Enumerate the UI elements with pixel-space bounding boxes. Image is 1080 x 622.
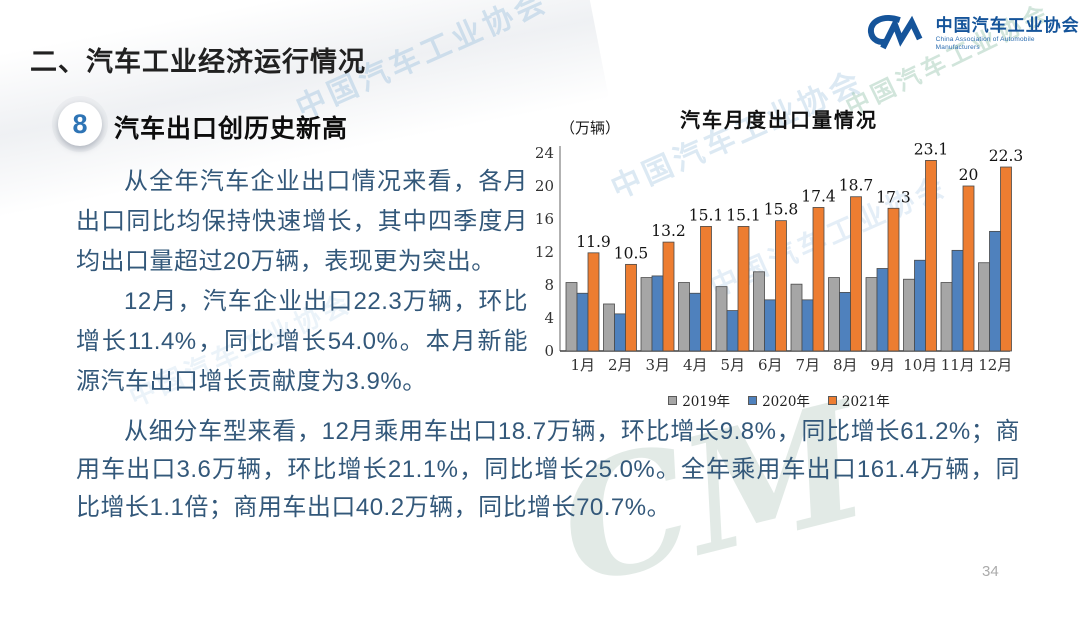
point-title: 汽车出口创历史新高	[114, 115, 349, 143]
x-tick-label: 3月	[645, 356, 670, 374]
logo-org-name-cn: 中国汽车工业协会	[935, 16, 1080, 35]
bar-2019年-9月	[865, 277, 878, 352]
bar-2019年-7月	[790, 283, 803, 352]
point-number: 8	[72, 108, 88, 139]
x-tick-label: 12月	[978, 356, 1012, 374]
bar-2021年-3月	[662, 241, 675, 352]
bar-value-label: 17.3	[876, 188, 911, 206]
point-number-badge: 8	[58, 102, 102, 146]
x-tick-label: 7月	[795, 356, 820, 374]
bar-value-label: 23.1	[914, 140, 949, 158]
legend-item-2020年: 2020年	[748, 390, 810, 410]
paragraph-december-exports: 12月，汽车企业出口22.3万辆，环比增长11.4%，同比增长54.0%。本月新…	[76, 288, 528, 395]
y-tick-label: 4	[544, 309, 554, 327]
y-tick-label: 0	[544, 342, 554, 360]
y-tick-label: 8	[544, 276, 554, 294]
x-tick-label: 2月	[608, 356, 633, 374]
bar-2021年-10月	[925, 160, 937, 352]
bar-2020年-9月	[876, 268, 889, 352]
x-tick-label: 5月	[720, 356, 745, 374]
bar-2020年-10月	[914, 259, 926, 352]
caam-logo: 中国汽车工业协会 China Association of Automobile…	[866, 12, 1080, 56]
bar-2020年-6月	[764, 299, 776, 352]
bar-2020年-5月	[726, 310, 739, 352]
bar-2020年-8月	[839, 292, 851, 352]
bar-2019年-6月	[753, 271, 765, 352]
x-tick-label: 6月	[758, 356, 783, 374]
x-tick-label: 4月	[683, 356, 708, 374]
chart-title: 汽车月度出口量情况	[680, 108, 878, 132]
bar-2021年-12月	[1000, 166, 1012, 352]
page-number: 34	[982, 563, 999, 580]
bar-value-label: 13.2	[651, 222, 686, 240]
monthly-export-chart: 汽车月度出口量情况 （万辆） 0 4 8 12 16 20 24 11.9 10.5 13.2 15…	[536, 100, 1022, 418]
summary-text-block: 从全年汽车企业出口情况来看，各月出口同比均保持快速增长，其中四季度月均出口量超过…	[76, 162, 528, 402]
bar-value-label: 15.8	[764, 201, 799, 219]
bar-2020年-11月	[951, 249, 964, 352]
y-tick-label: 24	[536, 144, 554, 162]
bar-2019年-4月	[678, 282, 690, 352]
x-tick-label: 11月	[941, 356, 975, 374]
bar-2021年-1月	[587, 252, 600, 352]
bar-value-label: 10.5	[614, 244, 649, 262]
bar-2020年-4月	[689, 292, 701, 352]
bar-value-label: 17.4	[801, 187, 836, 205]
bar-2019年-1月	[565, 282, 578, 352]
bar-2019年-2月	[603, 303, 615, 352]
bar-2020年-1月	[576, 292, 589, 352]
bar-2021年-8月	[850, 196, 862, 352]
legend-swatch-icon	[748, 395, 758, 405]
bar-2019年-10月	[903, 278, 915, 352]
logo-text: 中国汽车工业协会 China Association of Automobile…	[936, 16, 1080, 52]
segment-text-block: 从细分车型来看，12月乘用车出口18.7万辆，环比增长9.8%，同比增长61.2…	[76, 413, 1020, 527]
chart-legend: 2019年 2020年 2021年	[536, 390, 1022, 410]
bar-value-label: 18.7	[839, 177, 874, 195]
bar-2021年-5月	[737, 226, 750, 352]
bar-2021年-2月	[625, 263, 637, 352]
bar-2019年-5月	[715, 286, 728, 352]
bar-value-label: 22.3	[989, 147, 1022, 165]
legend-swatch-icon	[827, 395, 837, 405]
bar-2019年-8月	[828, 277, 840, 352]
bar-2019年-11月	[940, 282, 953, 352]
caam-monogram-icon	[867, 15, 923, 50]
bar-value-label: 11.9	[576, 233, 611, 251]
bar-2020年-7月	[801, 299, 814, 352]
bar-value-label: 20	[959, 166, 979, 184]
legend-label: 2021年	[841, 394, 890, 410]
bar-2020年-3月	[651, 275, 664, 352]
x-tick-label: 1月	[570, 356, 595, 374]
y-tick-label: 16	[536, 210, 554, 228]
paragraph-annual-exports: 从全年汽车企业出口情况来看，各月出口同比均保持快速增长，其中四季度月均出口量超过…	[76, 168, 528, 275]
y-tick-label: 12	[536, 243, 554, 261]
bar-value-label: 15.1	[726, 206, 761, 224]
x-tick-label: 10月	[903, 356, 937, 374]
logo-org-name-en: China Association of Automobile Manufact…	[935, 36, 1035, 51]
legend-label: 2019年	[682, 394, 731, 410]
chart-unit-label: （万辆）	[560, 119, 621, 137]
bar-2019年-3月	[640, 277, 653, 352]
legend-item-2019年: 2019年	[668, 390, 730, 410]
bar-2021年-11月	[962, 185, 975, 352]
slide-title: 二、汽车工业经济运行情况	[30, 47, 366, 77]
x-tick-label: 8月	[833, 356, 858, 374]
paragraph-vehicle-segments: 从细分车型来看，12月乘用车出口18.7万辆，环比增长9.8%，同比增长61.2…	[76, 418, 1020, 521]
legend-label: 2020年	[762, 394, 810, 410]
legend-swatch-icon	[668, 395, 678, 405]
bar-2021年-7月	[812, 207, 825, 352]
bar-2020年-12月	[989, 230, 1001, 352]
bar-2021年-9月	[887, 207, 900, 352]
bar-2021年-4月	[700, 226, 712, 352]
x-tick-label: 9月	[870, 356, 895, 374]
legend-item-2021年: 2021年	[827, 390, 890, 410]
bar-2019年-12月	[978, 262, 990, 352]
bar-2021年-6月	[775, 220, 787, 352]
y-tick-label: 20	[536, 177, 554, 195]
bar-2020年-2月	[614, 313, 626, 352]
bar-value-label: 15.1	[689, 206, 724, 224]
